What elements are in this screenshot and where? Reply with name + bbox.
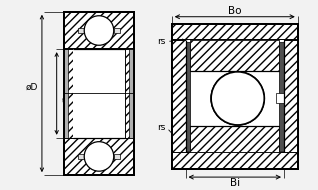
Bar: [64, 12, 135, 49]
Bar: [279, 42, 284, 150]
Bar: [64, 12, 135, 49]
Bar: [172, 40, 186, 153]
Bar: [64, 138, 135, 175]
Circle shape: [211, 72, 264, 125]
Bar: [172, 24, 298, 169]
Text: rs: rs: [157, 123, 166, 132]
Bar: [276, 93, 284, 103]
Bar: [73, 49, 125, 138]
Bar: [129, 49, 135, 138]
Bar: [78, 28, 84, 33]
Bar: [64, 12, 135, 175]
Bar: [172, 24, 298, 40]
Bar: [64, 49, 135, 138]
Text: øD: øD: [26, 83, 38, 92]
Circle shape: [84, 142, 114, 171]
Circle shape: [211, 72, 264, 125]
Bar: [64, 49, 73, 138]
Bar: [114, 28, 120, 33]
Circle shape: [84, 16, 114, 45]
Bar: [64, 49, 73, 138]
Text: rs: rs: [157, 37, 166, 46]
Bar: [172, 24, 298, 169]
Bar: [190, 40, 279, 71]
Bar: [284, 40, 298, 153]
Bar: [190, 126, 279, 153]
Bar: [172, 40, 186, 153]
Bar: [125, 49, 135, 138]
Bar: [172, 24, 298, 40]
Bar: [172, 153, 298, 169]
Bar: [284, 40, 298, 153]
Bar: [78, 154, 84, 159]
Bar: [190, 126, 279, 153]
Bar: [125, 49, 135, 138]
Bar: [172, 153, 298, 169]
Bar: [64, 49, 68, 138]
Bar: [64, 138, 135, 175]
Bar: [114, 154, 120, 159]
Bar: [190, 40, 279, 71]
Text: Bo: Bo: [228, 6, 241, 16]
Text: ød: ød: [62, 95, 73, 104]
Text: Bi: Bi: [230, 178, 240, 188]
Bar: [64, 12, 135, 175]
Bar: [186, 42, 190, 150]
Bar: [186, 40, 284, 153]
